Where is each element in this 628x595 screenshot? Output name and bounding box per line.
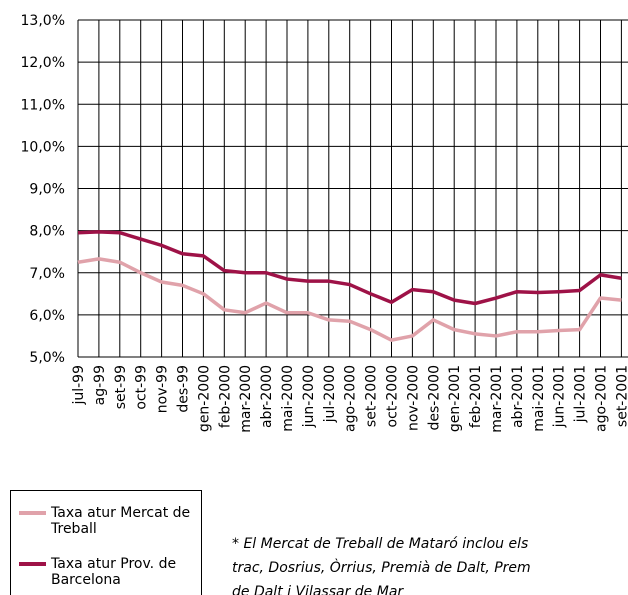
- x-tick-label: des-99: [176, 365, 192, 413]
- x-tick-label: jun-2001: [552, 365, 568, 428]
- footnote: * El Mercat de Treball de Mataró inclou …: [232, 536, 528, 552]
- x-tick-label: mai-2001: [531, 365, 547, 432]
- y-tick-label: 7,0%: [29, 266, 65, 282]
- y-tick-label: 8,0%: [29, 224, 65, 240]
- legend-swatch: [19, 562, 46, 566]
- legend: Taxa atur Mercat de Treball Taxa atur Pro…: [10, 490, 202, 595]
- x-tick-label: gen-2000: [196, 365, 212, 432]
- x-tick-label: nov-2000: [405, 365, 421, 431]
- x-tick-label: mar-2001: [489, 365, 505, 433]
- x-tick-label: ag-99: [92, 365, 108, 405]
- y-tick-label: 11,0%: [21, 97, 65, 113]
- y-tick-label: 6,0%: [29, 308, 65, 324]
- y-tick-label: 5,0%: [29, 350, 65, 366]
- x-tick-label: set-2000: [364, 365, 380, 427]
- footnote: de Dalt i Vilassar de Mar: [232, 584, 404, 595]
- x-tick-label: ago-2001: [594, 365, 610, 432]
- y-tick-label: 13,0%: [21, 13, 65, 29]
- legend-label: Taxa atur Mercat de Treball: [51, 505, 191, 537]
- x-tick-label: jul-2001: [573, 365, 589, 423]
- x-tick-label: oct-99: [134, 365, 150, 410]
- footnote: trac, Dosrius, Òrrius, Premià de Dalt, P…: [232, 558, 531, 576]
- x-tick-label: feb-2001: [468, 365, 484, 428]
- x-tick-label: mar-2000: [238, 365, 254, 433]
- x-tick-label: mai-2000: [280, 365, 296, 432]
- legend-label: Taxa atur Prov. de Barcelona: [51, 556, 177, 588]
- y-tick-label: 9,0%: [29, 182, 65, 198]
- x-tick-label: nov-99: [155, 365, 171, 413]
- y-tick-label: 10,0%: [21, 139, 65, 155]
- x-tick-label: set-2001: [614, 365, 628, 427]
- x-tick-label: abr-2001: [510, 365, 526, 428]
- x-tick-label: set-99: [113, 365, 129, 409]
- x-tick-label: gen-2001: [447, 365, 463, 432]
- x-tick-label: oct-2000: [385, 365, 401, 427]
- legend-swatch: [19, 511, 46, 515]
- x-tick-label: ago-2000: [343, 365, 359, 432]
- x-tick-label: feb-2000: [217, 365, 233, 428]
- y-tick-label: 12,0%: [21, 55, 65, 71]
- x-tick-label: abr-2000: [259, 365, 275, 428]
- x-tick-label: jun-2000: [301, 365, 317, 428]
- x-tick-label: jul-2000: [322, 365, 338, 423]
- series-line: [77, 230, 622, 306]
- x-tick-label: des-2000: [426, 365, 442, 430]
- x-tick-label: jul-99: [71, 365, 87, 406]
- series-line: [77, 257, 622, 342]
